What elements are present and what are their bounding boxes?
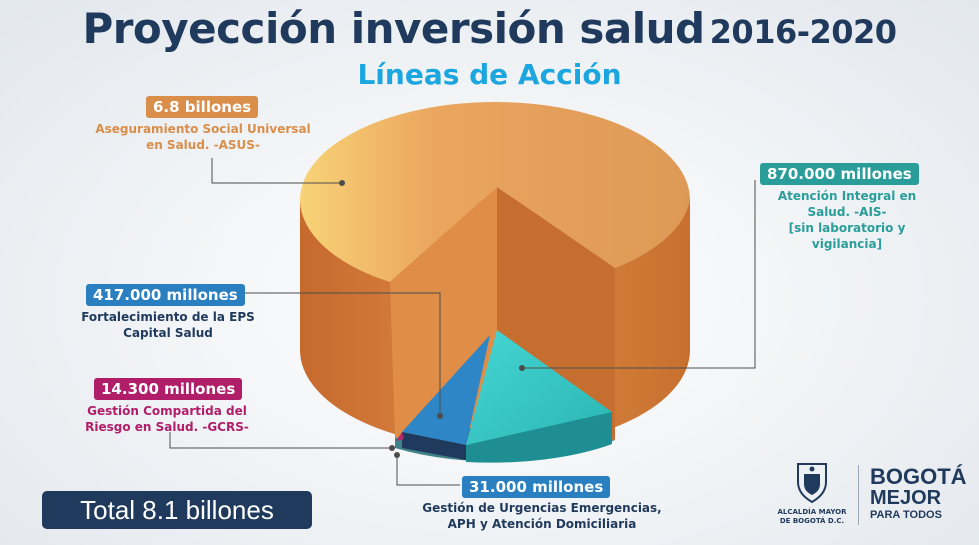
- para-todos-text: PARA TODOS: [870, 509, 942, 521]
- title-years: 2016-2020: [709, 13, 897, 51]
- label-ais-desc-line1: Atención Integral en: [777, 189, 917, 203]
- slice-ais-side: [466, 412, 612, 463]
- slice-eps: [402, 335, 490, 445]
- slice-eps-side: [402, 432, 466, 460]
- label-asus-desc-line1: Aseguramiento Social Universal: [95, 122, 311, 136]
- bogota-text: BOGOTÁ: [870, 464, 967, 489]
- label-eps-desc: Fortalecimiento de la EPS Capital Salud: [68, 309, 268, 341]
- label-gcrs-desc-line2: Riesgo en Salud. -GCRS-: [85, 420, 249, 434]
- label-urg-desc-line2: APH y Atención Domiciliaria: [447, 517, 637, 531]
- label-urg-desc-line1: Gestión de Urgencias Emergencias,: [422, 501, 662, 515]
- label-eps-value: 417.000 millones: [86, 284, 245, 306]
- leader-asus: [211, 158, 342, 184]
- label-gcrs-desc-line1: Gestión Compartida del: [87, 404, 247, 418]
- label-gcrs-value: 14.300 millones: [94, 378, 243, 400]
- label-ais-value: 870.000 millones: [760, 163, 919, 185]
- label-urg-value: 31.000 millones: [462, 476, 611, 498]
- label-eps-desc-line1: Fortalecimiento de la EPS: [81, 310, 255, 324]
- leader-lines: [169, 158, 756, 486]
- leader-dots: [339, 180, 525, 458]
- leader-eps: [245, 292, 441, 416]
- slice-ais: [466, 330, 612, 446]
- leader-urg: [396, 455, 460, 486]
- label-asus-value: 6.8 billones: [146, 96, 259, 118]
- leader-gcrs: [169, 432, 392, 449]
- label-ais-desc-line3: [sin laboratorio y: [788, 221, 906, 235]
- chart-subtitle: Líneas de Acción: [357, 58, 622, 91]
- alcaldia-line1: ALCALDÍA MAYOR: [777, 508, 847, 516]
- mejor-text: MEJOR: [870, 487, 942, 509]
- label-asus-desc-line2: en Salud. -ASUS-: [146, 138, 260, 152]
- alcaldia-line2: DE BOGOTÁ D.C.: [779, 517, 845, 525]
- total-badge: Total 8.1 billones: [42, 491, 312, 529]
- label-eps-desc-line2: Capital Salud: [123, 326, 213, 340]
- bogota-mejor-logo: BOGOTÁ MEJOR PARA TODOS: [870, 466, 970, 522]
- leader-ais: [522, 180, 756, 369]
- chart-title: Proyección inversión salud 2016-2020: [0, 4, 979, 53]
- label-ais-desc: Atención Integral en Salud. -AIS- [sin l…: [752, 188, 942, 252]
- label-ais-desc-line2: Salud. -AIS-: [807, 205, 887, 219]
- label-urg-desc: Gestión de Urgencias Emergencias, APH y …: [412, 500, 672, 532]
- title-main: Proyección inversión salud: [82, 4, 705, 53]
- label-ais-desc-line4: vigilancia]: [811, 237, 883, 251]
- label-gcrs-desc: Gestión Compartida del Riesgo en Salud. …: [72, 403, 262, 435]
- label-asus-desc: Aseguramiento Social Universal en Salud.…: [88, 121, 318, 153]
- slice-gcrs: [396, 432, 404, 441]
- coat-of-arms-icon: [797, 463, 827, 504]
- alcaldia-logo: ALCALDÍA MAYOR DE BOGOTÁ D.C.: [776, 460, 848, 526]
- logo-divider: [858, 465, 859, 525]
- slice-asus-top: [300, 102, 690, 282]
